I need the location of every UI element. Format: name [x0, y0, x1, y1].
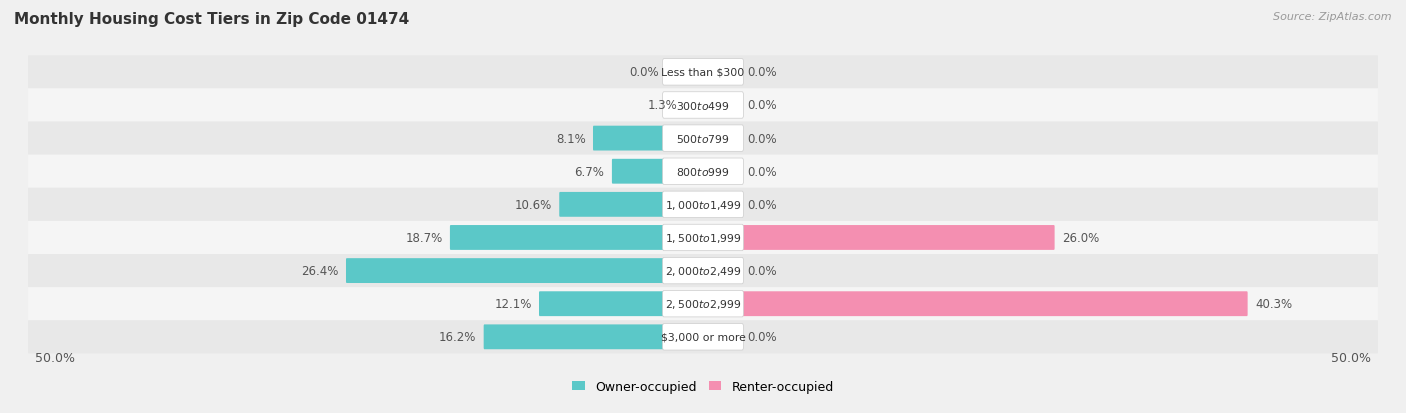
Text: 26.4%: 26.4% — [301, 264, 339, 278]
FancyBboxPatch shape — [346, 259, 703, 283]
FancyBboxPatch shape — [28, 122, 1378, 155]
FancyBboxPatch shape — [662, 225, 744, 251]
Text: 40.3%: 40.3% — [1256, 297, 1292, 311]
FancyBboxPatch shape — [28, 287, 1378, 320]
FancyBboxPatch shape — [28, 155, 1378, 188]
Text: 0.0%: 0.0% — [748, 66, 778, 79]
Text: 0.0%: 0.0% — [628, 66, 658, 79]
Text: $300 to $499: $300 to $499 — [676, 100, 730, 112]
Text: Monthly Housing Cost Tiers in Zip Code 01474: Monthly Housing Cost Tiers in Zip Code 0… — [14, 12, 409, 27]
Text: 18.7%: 18.7% — [405, 231, 443, 244]
FancyBboxPatch shape — [703, 225, 1054, 250]
FancyBboxPatch shape — [28, 320, 1378, 354]
FancyBboxPatch shape — [28, 188, 1378, 221]
FancyBboxPatch shape — [484, 325, 703, 349]
FancyBboxPatch shape — [662, 159, 744, 185]
Text: $800 to $999: $800 to $999 — [676, 166, 730, 178]
FancyBboxPatch shape — [538, 292, 703, 316]
FancyBboxPatch shape — [703, 292, 1247, 316]
Text: 0.0%: 0.0% — [748, 132, 778, 145]
FancyBboxPatch shape — [662, 192, 744, 218]
Text: 0.0%: 0.0% — [748, 99, 778, 112]
FancyBboxPatch shape — [662, 93, 744, 119]
Text: 50.0%: 50.0% — [1331, 351, 1371, 364]
FancyBboxPatch shape — [662, 258, 744, 284]
Text: Source: ZipAtlas.com: Source: ZipAtlas.com — [1274, 12, 1392, 22]
Text: 1.3%: 1.3% — [648, 99, 678, 112]
Text: 26.0%: 26.0% — [1062, 231, 1099, 244]
FancyBboxPatch shape — [28, 221, 1378, 254]
Text: 50.0%: 50.0% — [35, 351, 75, 364]
Text: 16.2%: 16.2% — [439, 330, 477, 344]
FancyBboxPatch shape — [28, 56, 1378, 89]
FancyBboxPatch shape — [662, 126, 744, 152]
Text: 8.1%: 8.1% — [555, 132, 585, 145]
FancyBboxPatch shape — [593, 126, 703, 151]
Text: Less than $300: Less than $300 — [661, 68, 745, 78]
Text: $1,500 to $1,999: $1,500 to $1,999 — [665, 231, 741, 244]
Text: 12.1%: 12.1% — [494, 297, 531, 311]
Text: $3,000 or more: $3,000 or more — [661, 332, 745, 342]
FancyBboxPatch shape — [612, 159, 703, 184]
FancyBboxPatch shape — [560, 192, 703, 217]
FancyBboxPatch shape — [662, 324, 744, 350]
Text: 0.0%: 0.0% — [748, 198, 778, 211]
FancyBboxPatch shape — [28, 89, 1378, 122]
FancyBboxPatch shape — [685, 93, 703, 118]
Text: $2,000 to $2,499: $2,000 to $2,499 — [665, 264, 741, 278]
FancyBboxPatch shape — [662, 59, 744, 86]
Legend: Owner-occupied, Renter-occupied: Owner-occupied, Renter-occupied — [568, 375, 838, 398]
Text: 0.0%: 0.0% — [748, 264, 778, 278]
Text: 0.0%: 0.0% — [748, 165, 778, 178]
FancyBboxPatch shape — [662, 291, 744, 317]
Text: $1,000 to $1,499: $1,000 to $1,499 — [665, 198, 741, 211]
Text: $2,500 to $2,999: $2,500 to $2,999 — [665, 297, 741, 311]
Text: $500 to $799: $500 to $799 — [676, 133, 730, 145]
FancyBboxPatch shape — [28, 254, 1378, 287]
FancyBboxPatch shape — [450, 225, 703, 250]
Text: 10.6%: 10.6% — [515, 198, 551, 211]
Text: 0.0%: 0.0% — [748, 330, 778, 344]
Text: 6.7%: 6.7% — [575, 165, 605, 178]
